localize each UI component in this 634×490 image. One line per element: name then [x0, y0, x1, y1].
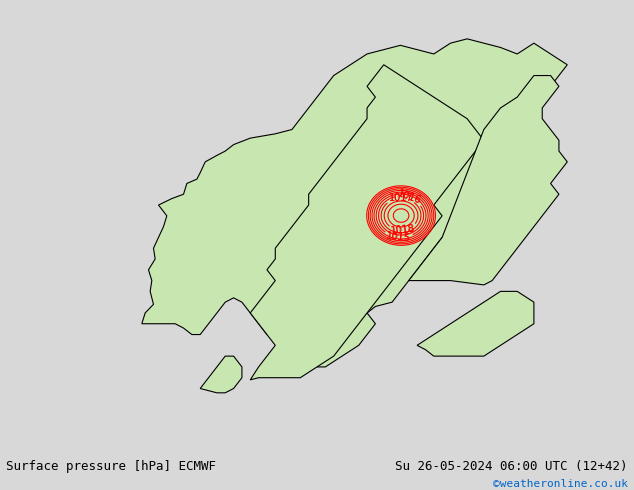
Point [0, 449, 5, 457]
Point [0, 449, 5, 457]
Point [0, 449, 5, 457]
Point [0, 449, 5, 457]
Text: 1018: 1018 [390, 224, 415, 236]
Point [0, 449, 5, 457]
Point [0, 449, 5, 457]
Point [0, 449, 5, 457]
Point [0, 449, 5, 457]
Text: 1017: 1017 [389, 193, 413, 203]
Text: 1017: 1017 [389, 193, 413, 203]
Point [0, 449, 5, 457]
Polygon shape [409, 75, 567, 285]
Text: 1016: 1016 [396, 189, 422, 206]
Polygon shape [142, 39, 567, 367]
Point [0, 449, 5, 457]
Point [0, 449, 5, 457]
Point [0, 449, 5, 457]
Point [0, 449, 5, 457]
Point [0, 449, 5, 457]
Text: 1015: 1015 [386, 231, 411, 243]
Polygon shape [250, 65, 484, 380]
Polygon shape [417, 292, 534, 356]
Point [0, 449, 5, 457]
Text: ©weatheronline.co.uk: ©weatheronline.co.uk [493, 480, 628, 490]
Text: Su 26-05-2024 06:00 UTC (12+42): Su 26-05-2024 06:00 UTC (12+42) [395, 460, 628, 473]
Text: 1016: 1016 [396, 189, 422, 206]
Polygon shape [200, 356, 242, 393]
Point [0, 449, 5, 457]
Point [0, 449, 5, 457]
Point [0, 449, 5, 457]
Point [0, 449, 5, 457]
Point [0, 449, 5, 457]
Point [0, 449, 5, 457]
Text: Surface pressure [hPa] ECMWF: Surface pressure [hPa] ECMWF [6, 460, 216, 473]
Point [0, 449, 5, 457]
Text: 1015: 1015 [386, 231, 411, 243]
Point [0, 449, 5, 457]
Point [0, 449, 5, 457]
Text: 1018: 1018 [390, 224, 415, 236]
Point [0, 449, 5, 457]
